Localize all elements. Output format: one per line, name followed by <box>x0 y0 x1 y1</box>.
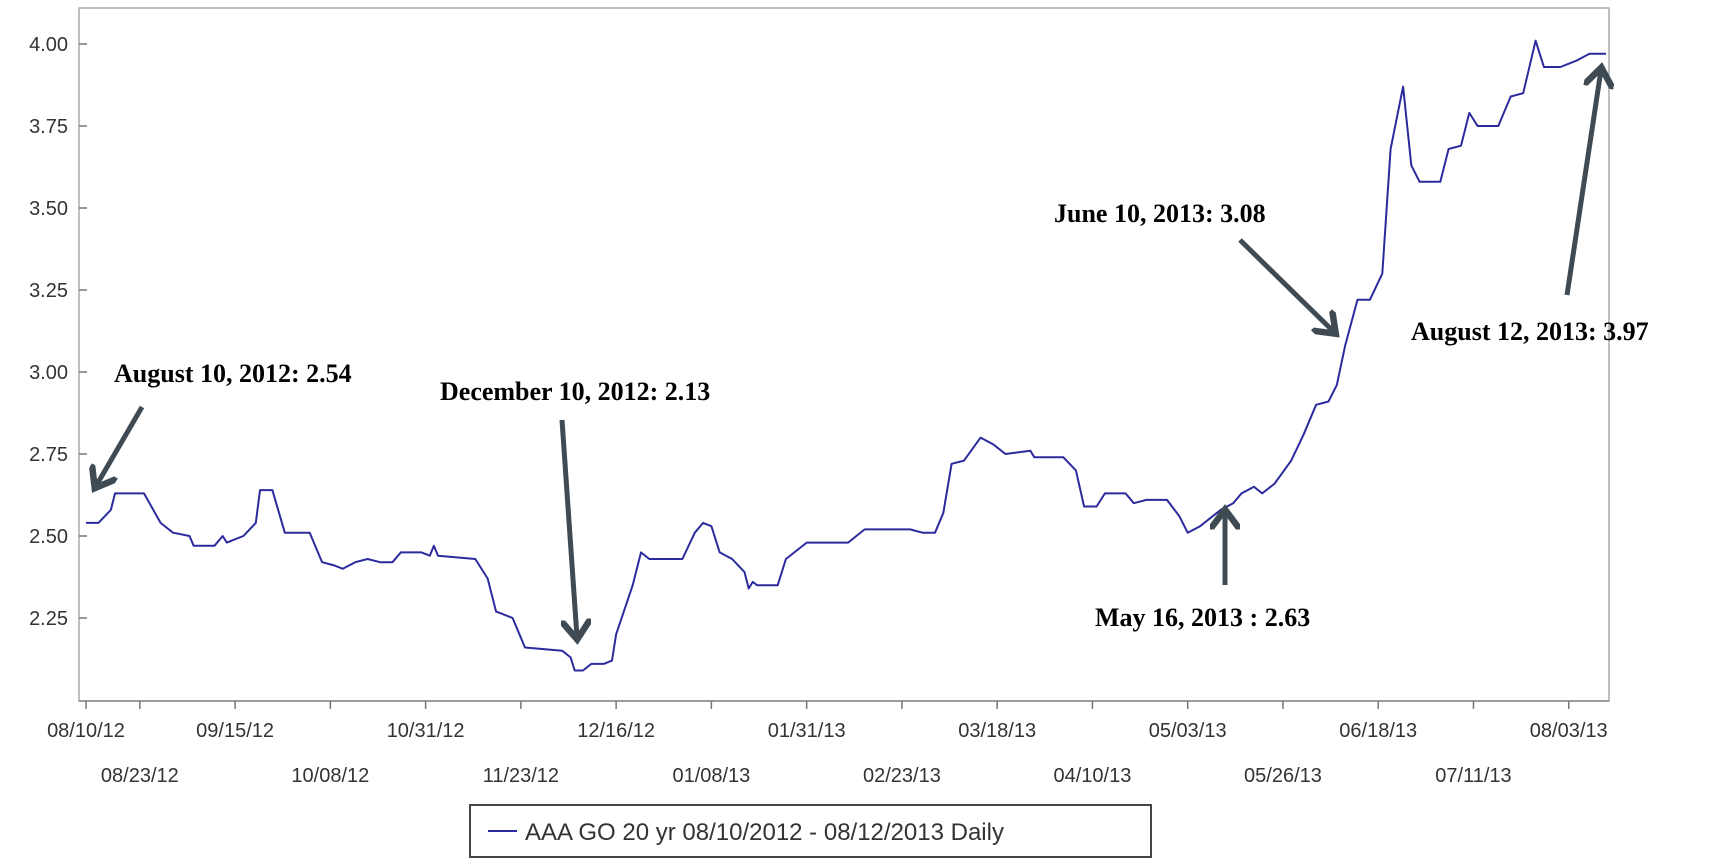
annotation-aug-2012: August 10, 2012: 2.54 <box>114 359 352 388</box>
x-tick-label: 03/18/13 <box>958 720 1036 742</box>
x-tick-label: 08/23/12 <box>101 765 179 787</box>
annotation-arrow-jun-2013 <box>1238 238 1334 332</box>
y-axis: 2.25 2.50 2.75 3.00 3.25 3.50 3.75 4.00 <box>29 34 87 630</box>
legend-box <box>469 804 1152 858</box>
annotation-arrows <box>96 70 1601 637</box>
annotation-arrow-dec-2012 <box>559 419 577 637</box>
x-tick-label: 07/11/13 <box>1435 765 1511 787</box>
legend-label: AAA GO 20 yr 08/10/2012 - 08/12/2013 Dai… <box>525 819 1004 846</box>
x-tick-label: 09/15/12 <box>196 720 274 742</box>
annotation-jun-2013: June 10, 2013: 3.08 <box>1054 199 1266 228</box>
x-tick-label: 08/10/12 <box>47 720 125 742</box>
x-tick-label: 01/31/13 <box>768 720 846 742</box>
series-line <box>86 39 1606 672</box>
y-tick-label: 2.50 <box>29 526 68 548</box>
y-tick-label: 3.75 <box>29 116 68 138</box>
annotation-dec-2012: December 10, 2012: 2.13 <box>440 377 710 406</box>
legend: AAA GO 20 yr 08/10/2012 - 08/12/2013 Dai… <box>469 804 1152 858</box>
x-tick-label: 12/16/12 <box>577 720 655 742</box>
x-tick-label: 01/08/13 <box>672 765 750 787</box>
y-tick-label: 2.75 <box>29 444 68 466</box>
x-axis: 08/10/12 08/23/12 09/15/12 10/08/12 10/31/12… <box>47 700 1609 787</box>
y-tick-label: 2.25 <box>29 608 68 630</box>
annotation-arrow-aug-2012 <box>96 405 145 486</box>
annotation-aug-2013: August 12, 2013: 3.97 <box>1411 317 1649 346</box>
y-tick-label: 3.25 <box>29 280 68 302</box>
y-tick-label: 4.00 <box>29 34 68 56</box>
annotation-may-2013: May 16, 2013 : 2.63 <box>1095 603 1310 632</box>
x-tick-label: 05/26/13 <box>1244 765 1322 787</box>
annotation-arrow-aug-2013 <box>1564 70 1601 296</box>
series-layer <box>86 39 1606 672</box>
x-tick-label: 06/18/13 <box>1339 720 1417 742</box>
x-tick-label: 04/10/13 <box>1054 765 1132 787</box>
plot-area <box>78 7 1610 702</box>
x-tick-label: 08/03/13 <box>1530 720 1608 742</box>
x-tick-label: 10/31/12 <box>387 720 465 742</box>
x-tick-label: 02/23/13 <box>863 765 941 787</box>
y-tick-label: 3.50 <box>29 198 68 220</box>
x-tick-label: 05/03/13 <box>1149 720 1227 742</box>
x-tick-label: 11/23/12 <box>483 765 559 787</box>
y-tick-label: 3.00 <box>29 362 68 384</box>
x-tick-label: 10/08/12 <box>291 765 369 787</box>
